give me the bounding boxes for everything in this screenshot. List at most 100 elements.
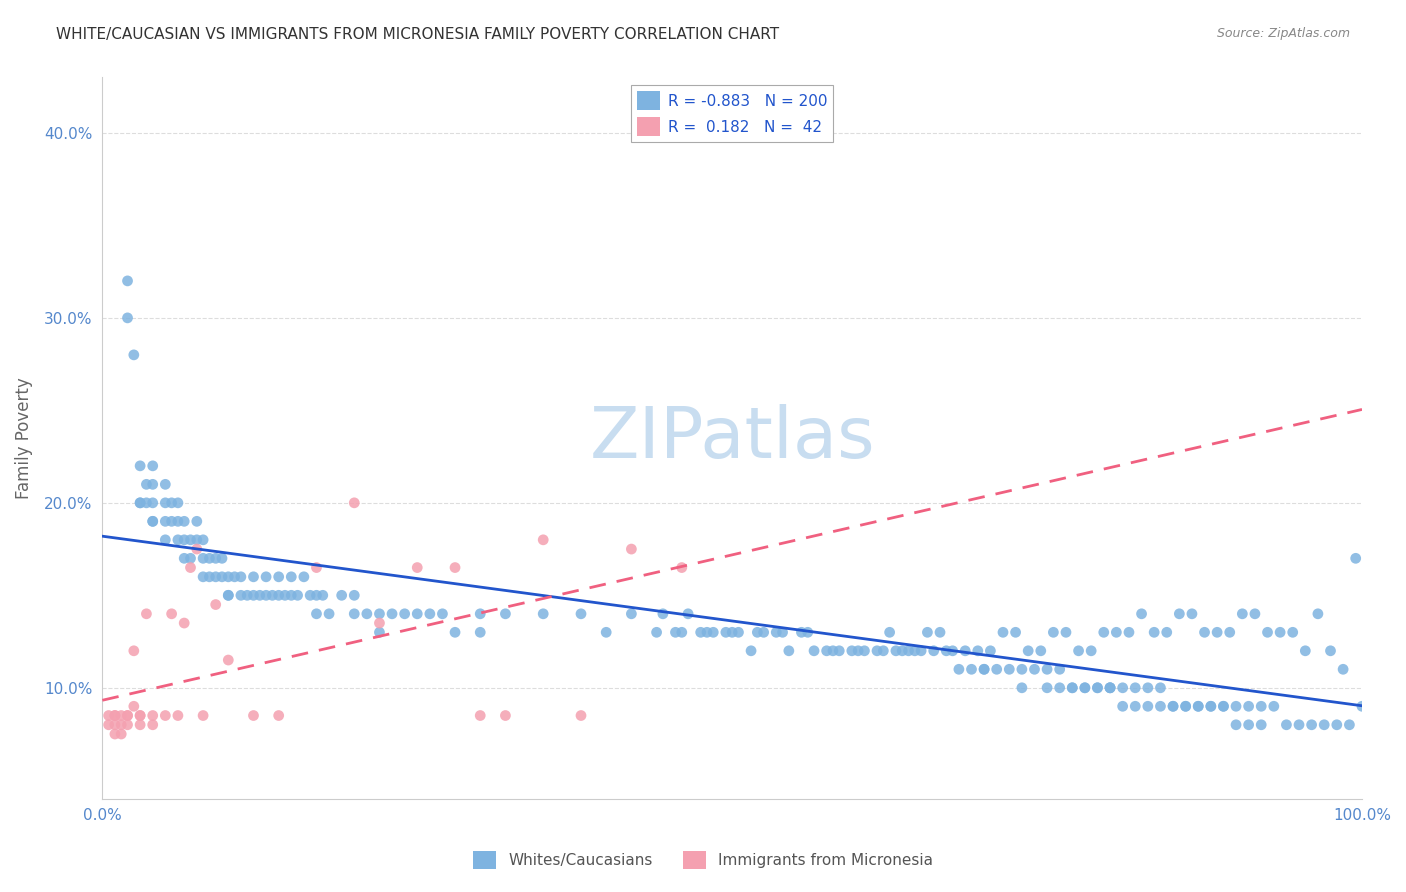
Point <box>494 708 516 723</box>
Point <box>217 588 239 602</box>
Point <box>254 588 277 602</box>
Point <box>110 718 132 732</box>
Point <box>973 662 995 676</box>
Point <box>790 625 813 640</box>
Point <box>343 496 366 510</box>
Point <box>1344 551 1367 566</box>
Point <box>1351 699 1374 714</box>
Point <box>135 496 157 510</box>
Point <box>204 551 226 566</box>
Point <box>1149 699 1171 714</box>
Point <box>1130 607 1153 621</box>
Point <box>821 644 844 658</box>
Point <box>224 570 246 584</box>
Point <box>986 662 1008 676</box>
Point <box>167 708 190 723</box>
Point <box>1161 699 1184 714</box>
Point <box>179 560 201 574</box>
Point <box>645 625 668 640</box>
Point <box>211 551 233 566</box>
Point <box>884 644 907 658</box>
Point <box>122 699 145 714</box>
Point <box>117 708 139 723</box>
Point <box>1306 607 1329 621</box>
Point <box>1099 681 1122 695</box>
Point <box>305 560 328 574</box>
Point <box>155 708 177 723</box>
Point <box>942 644 965 658</box>
Point <box>998 662 1021 676</box>
Text: WHITE/CAUCASIAN VS IMMIGRANTS FROM MICRONESIA FAMILY POVERTY CORRELATION CHART: WHITE/CAUCASIAN VS IMMIGRANTS FROM MICRO… <box>56 27 779 42</box>
Point <box>444 560 467 574</box>
Point <box>142 708 165 723</box>
Point <box>117 310 139 325</box>
Point <box>1187 699 1209 714</box>
Point <box>828 644 851 658</box>
Point <box>569 607 592 621</box>
Point <box>772 625 794 640</box>
Point <box>1136 681 1159 695</box>
Point <box>569 708 592 723</box>
Point <box>891 644 914 658</box>
Point <box>714 625 737 640</box>
Point <box>1092 625 1115 640</box>
Point <box>191 570 214 584</box>
Point <box>1319 644 1341 658</box>
Point <box>922 644 945 658</box>
Point <box>1212 699 1234 714</box>
Point <box>406 607 429 621</box>
Point <box>117 718 139 732</box>
Point <box>747 625 769 640</box>
Point <box>1187 699 1209 714</box>
Point <box>186 514 208 528</box>
Point <box>1036 681 1059 695</box>
Point <box>155 477 177 491</box>
Point <box>122 348 145 362</box>
Point <box>204 598 226 612</box>
Legend: R = -0.883   N = 200, R =  0.182   N =  42: R = -0.883 N = 200, R = 0.182 N = 42 <box>631 85 834 142</box>
Point <box>211 570 233 584</box>
Point <box>1219 625 1241 640</box>
Point <box>104 708 127 723</box>
Point <box>229 588 252 602</box>
Point <box>191 708 214 723</box>
Point <box>142 477 165 491</box>
Point <box>1004 625 1026 640</box>
Point <box>1237 718 1260 732</box>
Point <box>1042 625 1064 640</box>
Point <box>167 514 190 528</box>
Point <box>1294 644 1316 658</box>
Point <box>1011 662 1033 676</box>
Point <box>1118 625 1140 640</box>
Point <box>671 625 693 640</box>
Point <box>242 588 264 602</box>
Point <box>129 708 152 723</box>
Point <box>173 514 195 528</box>
Point <box>186 542 208 557</box>
Point <box>305 607 328 621</box>
Point <box>104 727 127 741</box>
Point <box>104 718 127 732</box>
Point <box>1111 681 1133 695</box>
Point <box>267 708 290 723</box>
Point <box>973 662 995 676</box>
Point <box>1206 625 1229 640</box>
Point <box>142 514 165 528</box>
Point <box>1062 681 1084 695</box>
Point <box>167 496 190 510</box>
Point <box>917 625 939 640</box>
Point <box>179 533 201 547</box>
Point <box>1313 718 1336 732</box>
Point <box>1087 681 1109 695</box>
Point <box>1062 681 1084 695</box>
Point <box>620 607 643 621</box>
Point <box>173 533 195 547</box>
Point <box>173 615 195 630</box>
Point <box>155 496 177 510</box>
Point <box>117 708 139 723</box>
Point <box>991 625 1014 640</box>
Point <box>110 708 132 723</box>
Point <box>953 644 976 658</box>
Point <box>142 514 165 528</box>
Point <box>155 533 177 547</box>
